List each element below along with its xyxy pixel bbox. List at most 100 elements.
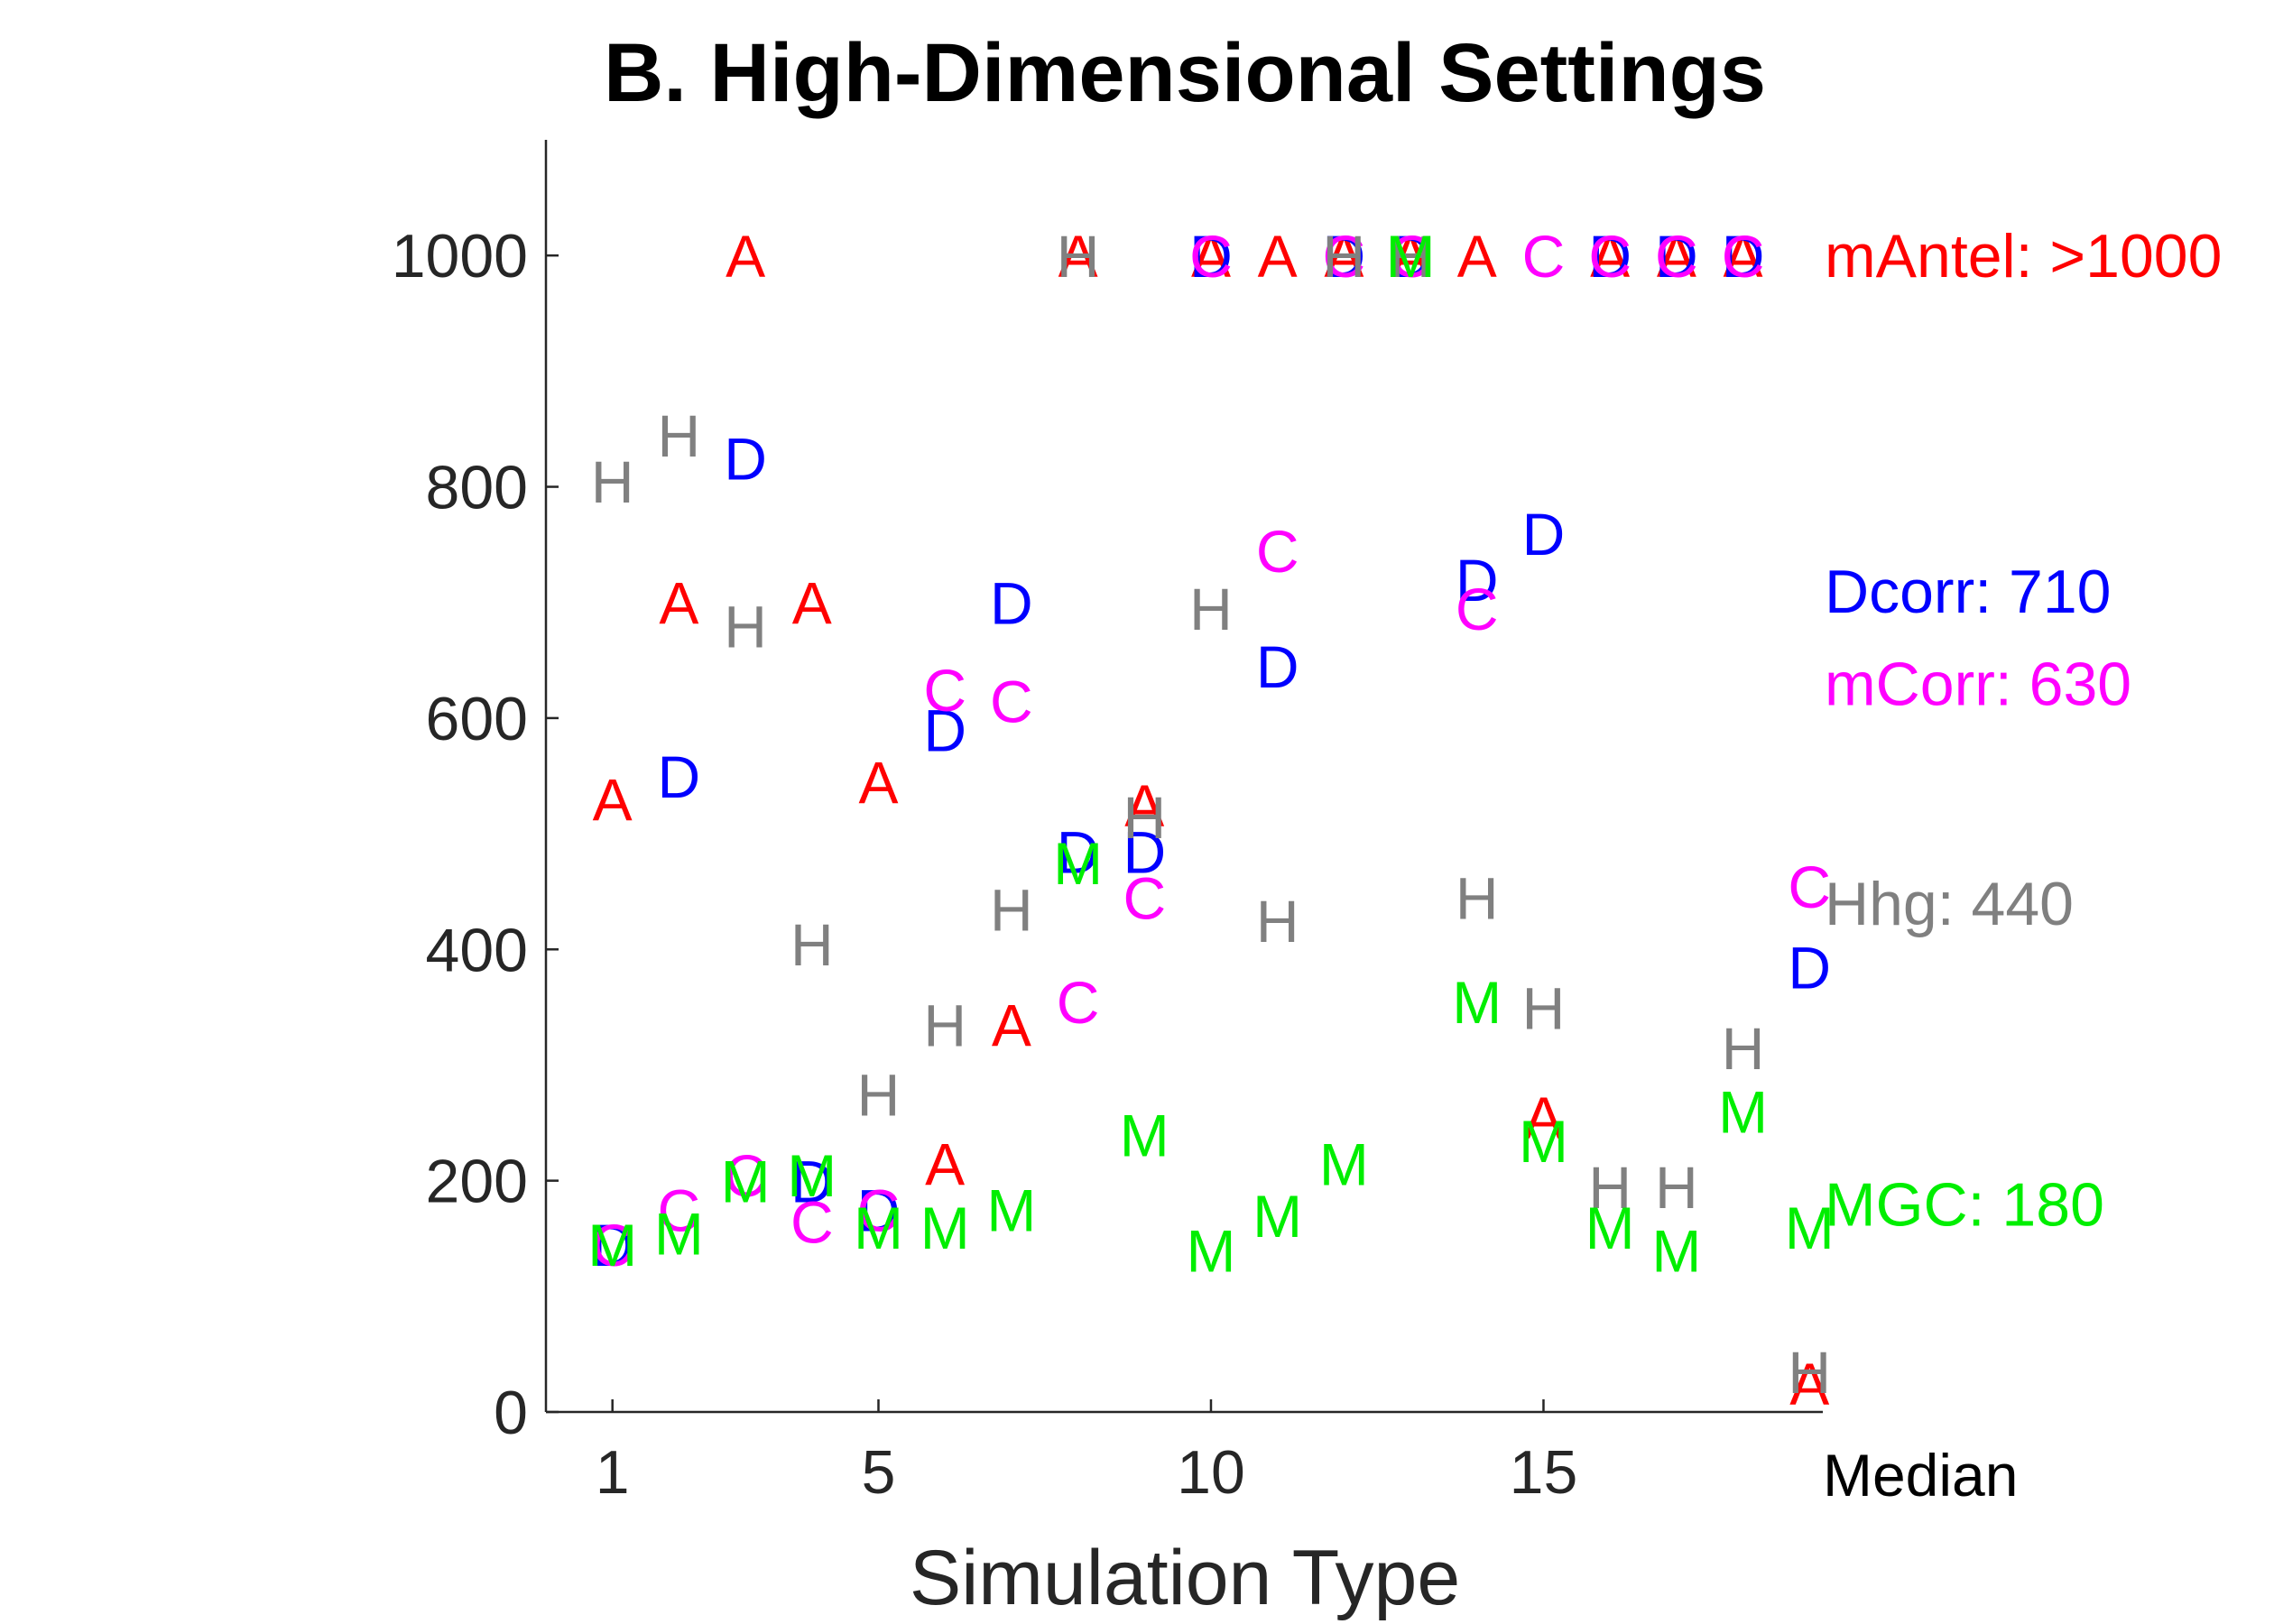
data-point-mcorr: C [1522,223,1566,290]
data-point-hhg: H [1655,1154,1698,1221]
data-point-mcorr: C [1788,854,1831,920]
median-label-mcorr: mCorr: 630 [1825,650,2131,718]
data-point-mantel: A [726,223,765,290]
data-point-mantel: A [1324,223,1363,290]
data-point-mantel: A [1789,1351,1829,1417]
data-point-dcorr: D [1256,633,1299,700]
data-point-mgc: M [1386,223,1436,290]
data-point-hhg: H [1722,1015,1765,1082]
data-point-hhg: H [857,1062,901,1129]
median-label-mgc: MGC: 180 [1825,1170,2104,1239]
data-point-mgc: M [986,1177,1036,1244]
data-point-mgc: M [1585,1195,1635,1261]
data-point-hhg: H [1588,1154,1632,1221]
data-point-mantel: A [1191,223,1231,290]
data-point-hhg: H [1057,223,1100,290]
data-point-mantel: A [1523,1084,1563,1151]
data-point-mcorr: C [1256,518,1299,585]
data-point-dcorr: D [923,697,966,764]
median-heading: Median [1823,1442,2018,1509]
data-point-mgc: M [654,1200,704,1267]
data-point-hhg: H [591,448,634,515]
data-point-mantel: A [1657,223,1696,290]
data-point-mgc: M [587,1212,637,1278]
data-point-mcorr: C [1057,969,1100,1036]
median-label-hhg: Hhg: 440 [1825,870,2074,938]
data-point-mcorr: C [658,1177,701,1244]
data-point-dcorr: D [1655,223,1698,290]
data-point-mgc: M [1186,1218,1235,1285]
data-point-hhg: H [724,593,767,660]
data-point-mcorr: C [1323,223,1366,290]
y-tick-label: 600 [426,685,528,753]
data-point-mcorr: C [1389,223,1432,290]
chart-title: B. High-Dimensional Settings [604,27,1766,119]
data-point-mcorr: C [1189,223,1233,290]
data-point-mcorr: C [790,1189,834,1256]
data-point-mcorr: C [1123,865,1166,932]
data-point-mcorr: C [1655,223,1698,290]
data-point-dcorr: D [658,743,701,810]
data-point-mgc: M [1120,1102,1169,1168]
data-point-mantel: A [992,992,1031,1059]
data-point-mantel: A [858,749,898,816]
data-point-hhg: H [1323,223,1366,290]
data-point-hhg: H [1456,865,1499,932]
data-point-mgc: M [1651,1218,1701,1285]
x-tick-label: 15 [1510,1438,1578,1507]
data-point-mantel: A [1457,223,1497,290]
data-point-dcorr: D [1788,935,1831,1001]
median-label-mantel: mAntel: >1000 [1825,222,2222,291]
median-legend: mAntel: >1000 Dcorr: 710 mCorr: 630 Hhg: 44… [1825,222,2222,1239]
data-point-hhg: H [658,402,701,469]
x-tick-label: 1 [596,1438,630,1507]
data-point-mgc: M [721,1149,771,1215]
data-point-dcorr: D [1722,223,1765,290]
x-axis-label: Simulation Type [910,1535,1460,1621]
data-point-hhg: H [1123,784,1166,851]
y-tick-label: 800 [426,454,528,522]
data-point-mgc: M [1253,1183,1302,1250]
data-point-mgc: M [1452,969,1502,1036]
data-point-hhg: H [1522,974,1566,1041]
data-point-dcorr: D [1389,223,1432,290]
data-point-mgc: M [787,1142,837,1209]
data-point-dcorr: D [790,1149,834,1215]
data-point-mgc: M [854,1195,903,1261]
data-point-hhg: H [790,911,834,978]
data-point-mgc: M [1519,1108,1568,1175]
data-point-mcorr: C [857,1177,901,1244]
data-point-mantel: A [593,767,633,834]
data-point-mantel: A [659,570,698,637]
data-point-mgc: M [1718,1079,1768,1146]
data-point-mcorr: C [591,1212,634,1278]
data-point-mcorr: C [1588,223,1632,290]
data-point-mantel: A [1724,223,1763,290]
median-label-dcorr: Dcorr: 710 [1825,558,2111,626]
data-point-dcorr: D [1456,547,1499,614]
data-point-dcorr: D [1323,223,1366,290]
data-point-dcorr: D [1588,223,1632,290]
y-tick-label: 400 [426,916,528,984]
data-point-dcorr: D [1123,818,1166,885]
data-point-mgc: M [1785,1195,1835,1261]
data-point-mantel: A [1391,223,1430,290]
data-point-mantel: A [925,1130,965,1197]
data-point-mantel: A [1058,223,1098,290]
y-tick-label: 1000 [392,222,528,291]
data-point-hhg: H [1788,1339,1831,1406]
y-tick-label: 200 [426,1148,528,1216]
data-point-mcorr: C [990,669,1033,735]
data-point-hhg: H [990,876,1033,943]
data-point-mgc: M [1319,1130,1369,1197]
data-point-dcorr: D [1189,223,1233,290]
data-point-mcorr: C [724,1142,767,1209]
data-point-mcorr: C [1722,223,1765,290]
